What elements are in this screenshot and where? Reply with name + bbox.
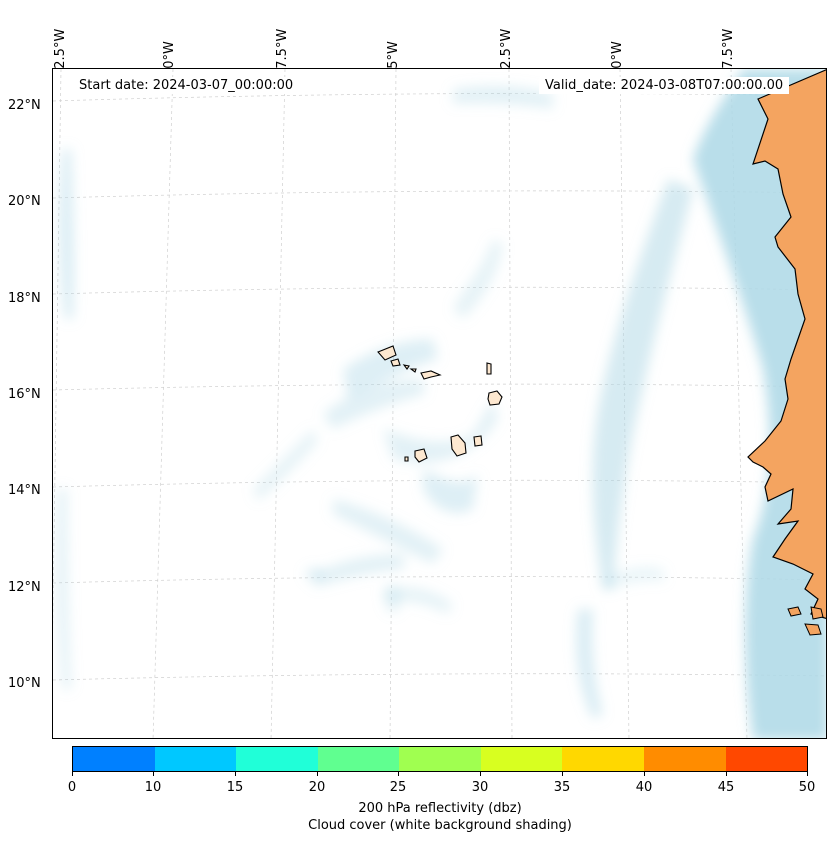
colorbar-tick-label: 35 [553, 780, 571, 795]
colorbar [72, 746, 808, 772]
colorbar-label: 200 hPa reflectivity (dbz) [358, 801, 522, 816]
colorbar-tick-label: 30 [471, 780, 489, 795]
colorbar-segment-40-45 [643, 747, 726, 771]
colorbar-segment-25-30 [399, 747, 481, 771]
colorbar-tick [398, 772, 399, 776]
map-canvas [53, 69, 826, 738]
colorbar-tick [726, 772, 727, 776]
lat-label-12n: 12°N [8, 580, 41, 595]
lat-label-18n: 18°N [8, 291, 41, 306]
colorbar-tick [480, 772, 481, 776]
colorbar-tick [562, 772, 563, 776]
colorbar-segment-10-15 [154, 747, 237, 771]
colorbar-segment-0-10 [73, 747, 155, 771]
colorbar-tick-label: 50 [798, 780, 816, 795]
colorbar-sublabel: Cloud cover (white background shading) [308, 818, 572, 833]
colorbar-tick [644, 772, 645, 776]
colorbar-tick-label: 15 [226, 780, 244, 795]
colorbar-tick [235, 772, 236, 776]
land-africa [747, 69, 826, 636]
colorbar-tick-label: 0 [67, 780, 77, 795]
map-panel [52, 68, 827, 739]
gridlines [53, 69, 826, 738]
colorbar-tick-label: 40 [635, 780, 653, 795]
cape-verde-islands [377, 345, 503, 463]
lat-label-14n: 14°N [8, 483, 41, 498]
cloud-cover-shading [56, 69, 826, 738]
colorbar-tick [153, 772, 154, 776]
valid-date-label: Valid_date: 2024-03-08T07:00:00.00 [539, 77, 790, 94]
lat-label-22n: 22°N [8, 98, 41, 113]
colorbar-tick [72, 772, 73, 776]
colorbar-segment-15-20 [236, 747, 318, 771]
colorbar-tick-label: 20 [308, 780, 326, 795]
start-date-label: Start date: 2024-03-07_00:00:00 [73, 77, 300, 94]
lat-label-10n: 10°N [8, 676, 41, 691]
colorbar-tick-label: 45 [717, 780, 735, 795]
colorbar-segment-20-25 [317, 747, 400, 771]
colorbar-tick [317, 772, 318, 776]
colorbar-segment-30-35 [480, 747, 563, 771]
colorbar-segment-45-50 [725, 747, 808, 771]
colorbar-tick [807, 772, 808, 776]
lat-label-16n: 16°N [8, 387, 41, 402]
colorbar-tick-label: 10 [144, 780, 162, 795]
colorbar-tick-label: 25 [389, 780, 407, 795]
colorbar-segment-35-40 [562, 747, 644, 771]
lat-label-20n: 20°N [8, 194, 41, 209]
